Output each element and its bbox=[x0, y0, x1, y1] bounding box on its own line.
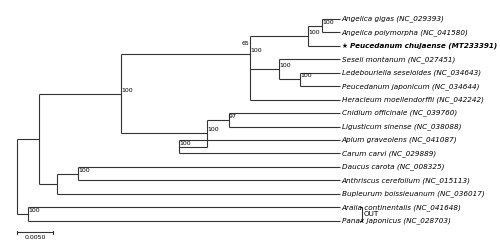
Text: 100: 100 bbox=[301, 73, 312, 78]
Text: Panax japonicus (NC_028703): Panax japonicus (NC_028703) bbox=[342, 217, 450, 224]
Text: Heracleum moellendorffii (NC_042242): Heracleum moellendorffii (NC_042242) bbox=[342, 96, 484, 103]
Text: 100: 100 bbox=[208, 127, 219, 132]
Text: Angelica polymorpha (NC_041580): Angelica polymorpha (NC_041580) bbox=[342, 29, 468, 36]
Text: 97: 97 bbox=[229, 114, 237, 119]
Text: Daucus carota (NC_008325): Daucus carota (NC_008325) bbox=[342, 164, 444, 170]
Text: 0.0050: 0.0050 bbox=[24, 235, 46, 240]
Text: 100: 100 bbox=[179, 141, 190, 146]
Text: 100: 100 bbox=[280, 63, 291, 68]
Text: Apium graveolens (NC_041087): Apium graveolens (NC_041087) bbox=[342, 137, 458, 143]
Text: Angelica gigas (NC_029393): Angelica gigas (NC_029393) bbox=[342, 16, 444, 22]
Text: Carum carvi (NC_029889): Carum carvi (NC_029889) bbox=[342, 150, 436, 157]
Text: 65: 65 bbox=[242, 41, 249, 46]
Text: Ligusticum sinense (NC_038088): Ligusticum sinense (NC_038088) bbox=[342, 123, 461, 130]
Text: Peucedanum japonicum (NC_034644): Peucedanum japonicum (NC_034644) bbox=[342, 83, 479, 90]
Text: 100: 100 bbox=[78, 168, 90, 173]
Text: 100: 100 bbox=[308, 30, 320, 35]
Text: ★: ★ bbox=[342, 43, 347, 49]
Text: Ledebouriella seseloides (NC_034643): Ledebouriella seseloides (NC_034643) bbox=[342, 69, 481, 76]
Text: 100: 100 bbox=[322, 20, 334, 25]
Text: Cnidium officinale (NC_039760): Cnidium officinale (NC_039760) bbox=[342, 110, 457, 116]
Text: 100: 100 bbox=[28, 208, 40, 213]
Text: Anthriscus cerefolium (NC_015113): Anthriscus cerefolium (NC_015113) bbox=[342, 177, 470, 184]
Text: OUT: OUT bbox=[364, 211, 379, 217]
Text: Bupleurum boissieuanum (NC_036017): Bupleurum boissieuanum (NC_036017) bbox=[342, 191, 484, 197]
Text: Peucedanum chujaense (MT233391): Peucedanum chujaense (MT233391) bbox=[350, 43, 497, 49]
Text: 100: 100 bbox=[122, 88, 133, 93]
Text: Aralia continentalis (NC_041648): Aralia continentalis (NC_041648) bbox=[342, 204, 462, 211]
Text: 100: 100 bbox=[250, 48, 262, 53]
Text: Seseli montanum (NC_027451): Seseli montanum (NC_027451) bbox=[342, 56, 455, 63]
